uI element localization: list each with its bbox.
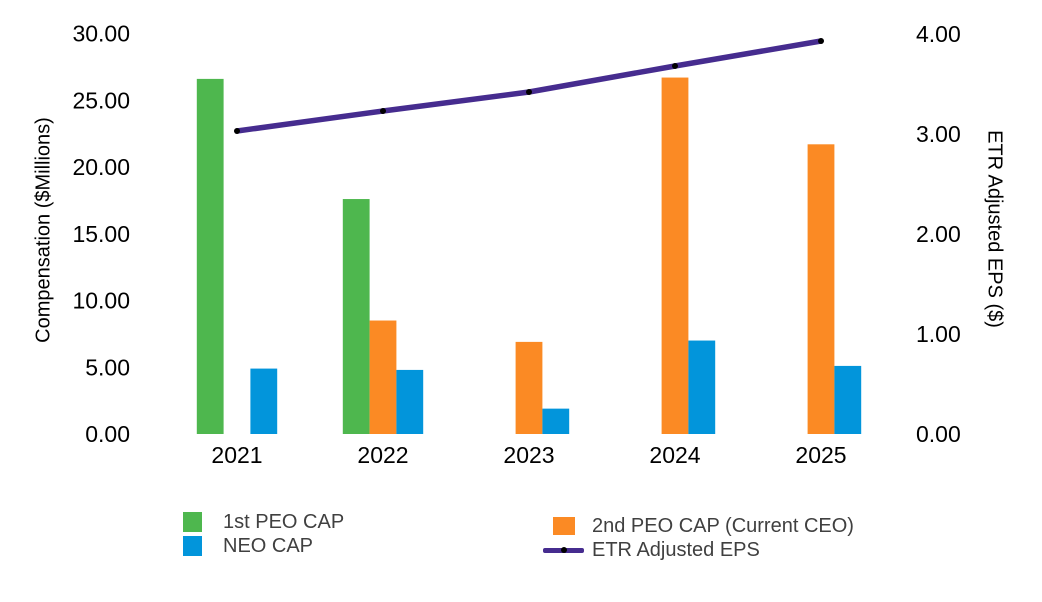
swatch-box [183,536,202,556]
legend-column-left: 1st PEO CAP NEO CAP [183,510,345,557]
legend-item-1st-peo-cap: 1st PEO CAP [183,510,345,533]
etr-eps-line-swatch [543,547,584,553]
eps-marker-2024 [672,63,678,69]
legend-column-right: 2nd PEO CAP (Current CEO) ETR Adjusted E… [543,514,854,561]
2nd-peo-cap-swatch [552,517,575,535]
legend-item-etr-adjusted-eps: ETR Adjusted EPS [543,538,854,561]
left-axis-tick-label: 15.00 [72,221,130,247]
bar-1st-peo-cap-2022 [342,199,370,434]
bar-2nd-peo-cap-current-ceo-2025 [807,144,835,434]
right-axis-tick-label: 4.00 [916,21,961,47]
swatch-box [183,512,202,532]
legend-label-neo-cap: NEO CAP [223,534,314,557]
bar-neo-cap-2025 [834,365,862,434]
eps-marker-2021 [234,128,240,134]
x-axis-category-label: 2024 [649,442,700,468]
left-axis-tick-label: 10.00 [72,288,130,314]
legend-label-1st-peo-cap: 1st PEO CAP [223,510,345,533]
swatch-box [543,517,584,535]
eps-marker-2023 [526,89,532,95]
line-marker-dot-icon [560,547,567,553]
bar-neo-cap-2021 [250,368,278,434]
x-axis-category-label: 2022 [357,442,408,468]
etr-adjusted-eps-line [234,38,824,134]
right-axis-title: ETR Adjusted EPS ($) [983,130,1006,328]
legend-label-etr-adjusted-eps: ETR Adjusted EPS [592,538,760,561]
right-axis-tick-label: 0.00 [916,421,961,447]
bar-neo-cap-2023 [542,408,570,434]
left-axis-tick-label: 20.00 [72,154,130,180]
left-axis-tick-label: 0.00 [85,421,130,447]
neo-cap-swatch [183,536,202,556]
right-axis-tick-label: 1.00 [916,321,961,347]
left-axis-title: Compensation ($Millions) [32,117,55,343]
eps-marker-2025 [818,38,824,44]
left-axis-tick-label: 25.00 [72,87,130,113]
eps-marker-2022 [380,108,386,114]
bar-2nd-peo-cap-current-ceo-2023 [515,341,543,434]
legend-item-neo-cap: NEO CAP [183,534,344,557]
swatch-box [543,547,584,553]
bar-2nd-peo-cap-current-ceo-2024 [661,77,689,435]
right-axis-tick-label: 3.00 [916,121,961,147]
bar-neo-cap-2024 [688,340,716,434]
left-axis-tick-label: 5.00 [85,354,130,380]
x-axis-category-label: 2023 [503,442,554,468]
left-axis-tick-label: 30.00 [72,21,130,47]
x-axis-category-label: 2021 [211,442,262,468]
legend-label-2nd-peo-cap: 2nd PEO CAP (Current CEO) [592,514,854,537]
bar-neo-cap-2022 [396,369,424,434]
legend-item-2nd-peo-cap: 2nd PEO CAP (Current CEO) [543,514,854,537]
bar-2nd-peo-cap-current-ceo-2022 [369,320,397,434]
bar-1st-peo-cap-2021 [196,78,224,434]
x-axis-category-label: 2025 [795,442,846,468]
1st-peo-cap-swatch [183,512,202,532]
right-axis-tick-label: 2.00 [916,221,961,247]
